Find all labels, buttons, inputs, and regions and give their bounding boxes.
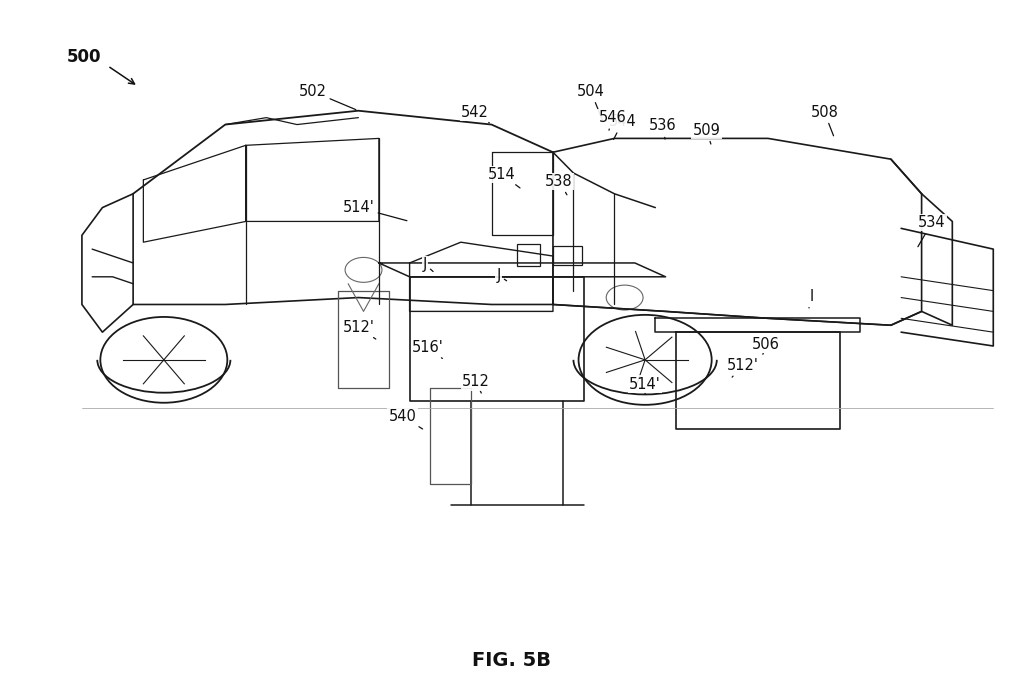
Text: 500: 500 (67, 48, 101, 66)
Text: 536: 536 (649, 118, 676, 139)
Text: 514: 514 (487, 167, 520, 188)
Text: 540: 540 (388, 409, 423, 429)
Bar (553, 246, 582, 265)
Text: 538: 538 (546, 174, 572, 195)
Text: 546: 546 (598, 110, 627, 130)
Text: 534: 534 (918, 215, 945, 247)
Text: 512: 512 (462, 374, 490, 393)
Text: FIG. 5B: FIG. 5B (472, 651, 552, 671)
Text: J: J (497, 268, 507, 283)
Text: 544: 544 (608, 114, 637, 139)
Text: 512': 512' (342, 320, 376, 339)
Text: 508: 508 (810, 104, 839, 136)
Text: I: I (809, 289, 814, 308)
Text: 514': 514' (629, 376, 662, 394)
Bar (517, 244, 540, 266)
Text: 502: 502 (298, 84, 356, 109)
Text: 542: 542 (461, 104, 489, 123)
Text: 506: 506 (752, 337, 780, 354)
Text: 512': 512' (726, 358, 759, 377)
Text: 504: 504 (577, 84, 605, 122)
Text: J: J (423, 257, 433, 272)
Text: 514': 514' (342, 200, 407, 221)
Text: 509: 509 (692, 122, 721, 144)
Text: 516': 516' (412, 340, 444, 358)
